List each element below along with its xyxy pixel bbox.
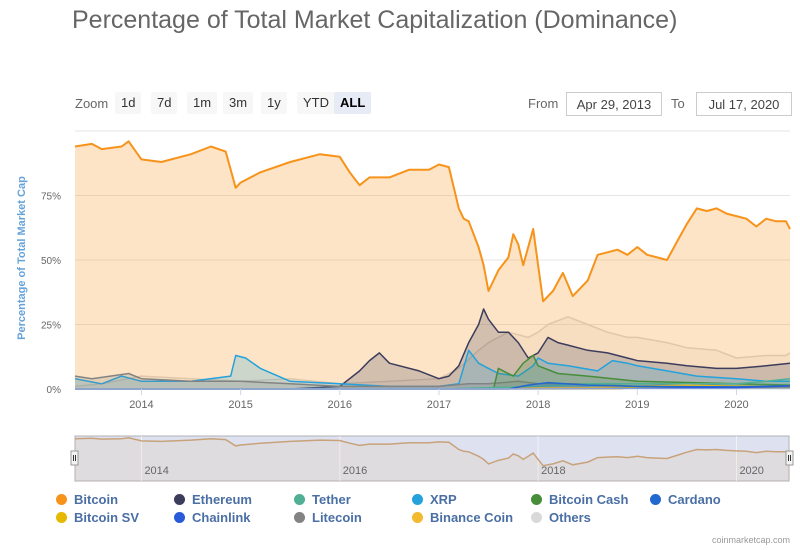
legend-litecoin-icon	[294, 512, 305, 523]
zoom-1y-button[interactable]: 1y	[261, 92, 287, 114]
legend-tether-icon	[294, 494, 305, 505]
legend-ethereum-icon	[174, 494, 185, 505]
navigator-line	[74, 437, 791, 467]
x-tick-label: 2015	[228, 399, 252, 411]
series-area-bitcoin	[75, 141, 790, 389]
x-tick-label: 2018	[526, 399, 550, 411]
series-line-ethereum[interactable]	[75, 308, 791, 390]
navigator-tick-label: 2014	[144, 465, 168, 477]
legend-others-icon	[531, 512, 542, 523]
y-axis-title: Percentage of Total Market Cap	[16, 176, 28, 340]
legend-item-litecoin[interactable]: Litecoin	[294, 510, 362, 525]
legend-bitcoin-sv-icon	[56, 512, 67, 523]
legend-item-binance-coin[interactable]: Binance Coin	[412, 510, 513, 525]
navigator-tick-label: 2020	[739, 465, 763, 477]
legend-chainlink-icon	[174, 512, 185, 523]
navigator[interactable]: 2014 2016 2018 2020	[70, 435, 794, 482]
y-tick-label: 0%	[47, 385, 62, 396]
range-to-input[interactable]	[696, 92, 792, 116]
legend-item-bitcoin-cash[interactable]: Bitcoin Cash	[531, 492, 628, 507]
y-tick-label: 75%	[41, 192, 61, 203]
series-area-bitcoin-cash	[75, 355, 790, 389]
y-tick-label: 25%	[41, 321, 61, 332]
series-area-ethereum	[75, 309, 790, 389]
x-tick-label: 2020	[724, 399, 748, 411]
zoom-ytd-button[interactable]: YTD	[297, 92, 335, 114]
series-line-xrp[interactable]	[74, 349, 790, 388]
chart-title: Percentage of Total Market Capitalizatio…	[72, 6, 678, 34]
zoom-3m-button[interactable]: 3m	[223, 92, 254, 114]
navigator-right-handle[interactable]	[785, 450, 794, 466]
series-area-xrp	[75, 350, 790, 389]
legend-bitcoin-cash-icon	[531, 494, 542, 505]
x-tick-label: 2016	[328, 399, 352, 411]
zoom-7d-button[interactable]: 7d	[151, 92, 178, 114]
legend-item-others[interactable]: Others	[531, 510, 591, 525]
legend-item-cardano[interactable]: Cardano	[650, 492, 721, 507]
x-tick-label: 2019	[625, 399, 649, 411]
series-area-others	[75, 316, 790, 389]
x-tick-label: 2014	[129, 399, 153, 411]
x-tick-label: 2017	[427, 399, 451, 411]
navigator-left-handle[interactable]	[70, 450, 79, 466]
zoom-1m-button[interactable]: 1m	[187, 92, 218, 114]
navigator-tick-labels: 2014 2016 2018 2020	[144, 465, 763, 477]
legend-bitcoin-icon	[56, 494, 67, 505]
legend-xrp-icon	[412, 494, 423, 505]
legend-item-ethereum[interactable]: Ethereum	[174, 492, 252, 507]
plot-area	[74, 140, 791, 390]
range-from-label: From	[528, 96, 559, 111]
navigator-series	[74, 437, 791, 481]
series-line-bitcoin[interactable]	[74, 140, 791, 303]
y-tick-label: 50%	[41, 256, 61, 267]
legend-cardano-icon	[650, 494, 661, 505]
range-to-label: To	[671, 96, 685, 111]
navigator-tick-label: 2018	[541, 465, 565, 477]
zoom-label: Zoom	[75, 96, 109, 111]
y-tick-labels: 0% 25% 50% 75%	[41, 192, 61, 397]
legend-item-chainlink[interactable]: Chainlink	[174, 510, 251, 525]
grid-lines	[75, 130, 790, 325]
legend-item-bitcoin-sv[interactable]: Bitcoin SV	[56, 510, 139, 525]
legend-item-bitcoin[interactable]: Bitcoin	[56, 492, 118, 507]
credits-link[interactable]: coinmarketcap.com	[711, 535, 790, 545]
series-area-cardano	[75, 382, 790, 389]
navigator-mask	[74, 435, 790, 482]
navigator-area	[75, 437, 790, 481]
zoom-all-button[interactable]: ALL	[334, 92, 372, 114]
legend-item-tether[interactable]: Tether	[294, 492, 351, 507]
zoom-1d-button[interactable]: 1d	[115, 92, 142, 114]
range-from-input[interactable]	[566, 92, 662, 116]
navigator-tick-label: 2016	[343, 465, 367, 477]
series-line-bitcoin-cash[interactable]	[75, 354, 791, 390]
series-line-others[interactable]	[74, 316, 791, 388]
x-tick-labels: 2014 2015 2016 2017 2018 2019 2020	[129, 389, 749, 411]
legend-binance-coin-icon	[412, 512, 423, 523]
legend-item-xrp[interactable]: XRP	[412, 492, 457, 507]
